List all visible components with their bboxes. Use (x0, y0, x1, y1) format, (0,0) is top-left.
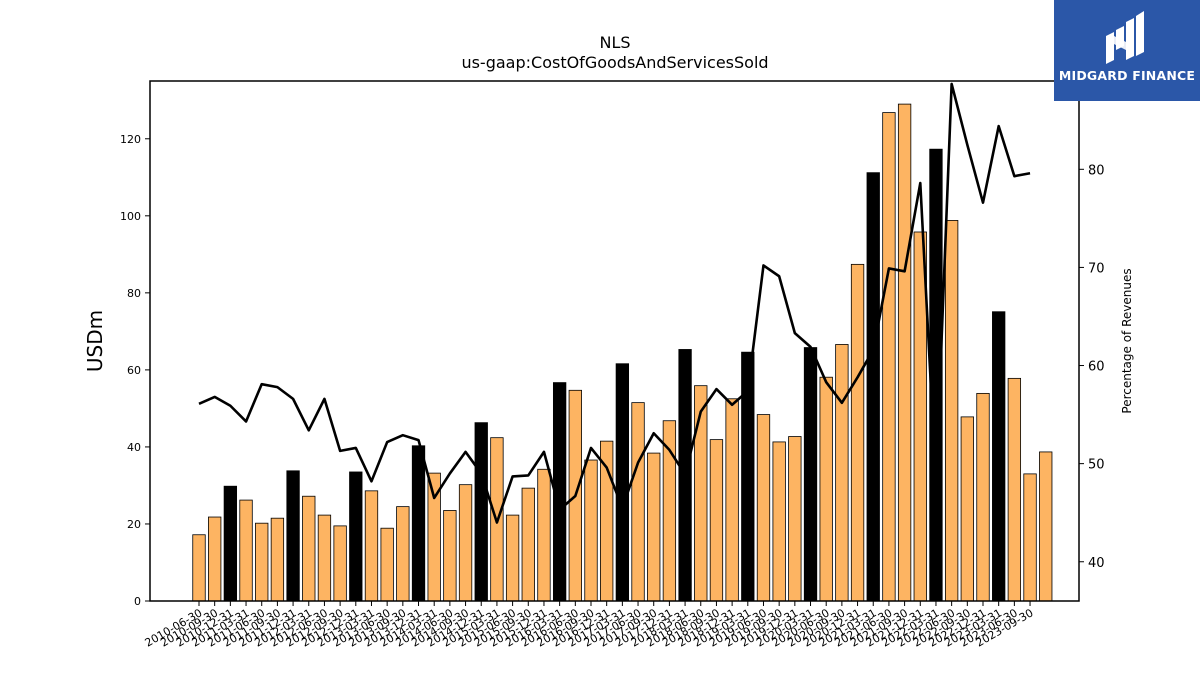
bar-2019-06-30 (756, 414, 771, 602)
bars-layer (192, 103, 1053, 602)
bar-2011-03-31 (239, 499, 253, 602)
y2-tick-label: 70 (1088, 261, 1105, 276)
brand-logo: MIDGARD FINANCE (1054, 0, 1200, 101)
bar-2015-09-30 (521, 487, 535, 602)
brand-name: MIDGARD FINANCE (1058, 68, 1196, 83)
bar-2015-06-30 (505, 514, 520, 602)
bar-2022-09-30 (960, 416, 974, 602)
y-tick-label: 20 (127, 518, 141, 531)
chart-subtitle: us-gaap:CostOfGoodsAndServicesSold (461, 53, 768, 72)
plot-frame (149, 80, 1080, 602)
bar-extra (1039, 451, 1053, 602)
y2-tick-label: 40 (1088, 556, 1105, 571)
bar-2023-06-30 (1007, 377, 1022, 602)
bar-2022-12-31 (976, 392, 990, 602)
bar-2010-09-30 (208, 516, 222, 602)
bar-2020-12-31 (850, 263, 865, 602)
bar-2012-12-31 (349, 471, 363, 602)
midgard-m-icon (1106, 11, 1144, 64)
bar-2014-09-30 (458, 484, 473, 602)
bar-2014-12-31 (474, 422, 488, 602)
y2-tick-label: 80 (1088, 163, 1105, 178)
bar-2017-03-31 (615, 363, 630, 602)
bar-2017-12-31 (662, 420, 677, 602)
bar-2017-09-30 (647, 452, 661, 602)
bar-2023-09-30 (1023, 473, 1037, 602)
y-tick-label: 120 (120, 133, 141, 146)
bar-2012-09-30 (333, 525, 347, 602)
bar-2020-06-30 (819, 376, 833, 602)
y-tick-label: 60 (127, 364, 141, 377)
bar-2018-06-30 (694, 385, 708, 602)
bar-2020-09-30 (835, 344, 849, 602)
bar-2021-06-30 (882, 112, 896, 602)
bar-2019-09-30 (772, 441, 786, 602)
percentage-line (198, 82, 1031, 524)
bar-2011-06-30 (255, 522, 269, 602)
y2-tick-label: 50 (1088, 458, 1105, 473)
bar-2011-09-30 (270, 517, 285, 602)
bar-2021-09-30 (897, 103, 912, 602)
y-tick-label: 0 (134, 595, 141, 608)
bar-2018-12-31 (725, 398, 739, 602)
bar-2020-03-31 (803, 347, 818, 602)
y-tick-label: 80 (127, 287, 141, 300)
chart-title: NLS (599, 33, 630, 52)
bar-2011-12-31 (286, 470, 300, 602)
bar-2010-12-31 (223, 485, 238, 602)
bar-2023-03-31 (992, 311, 1006, 602)
bar-2016-09-30 (584, 459, 598, 602)
bar-2010-06-30 (192, 534, 206, 602)
bar-2018-09-30 (709, 439, 724, 602)
bar-2016-12-31 (600, 440, 614, 602)
y2-tick-label: 60 (1088, 360, 1105, 375)
bar-2013-06-30 (380, 527, 394, 602)
bar-2013-03-31 (364, 490, 379, 602)
bar-2019-12-31 (788, 436, 802, 602)
y2-axis-label: Percentage of Revenues (1120, 268, 1134, 413)
bar-2012-03-31 (302, 495, 316, 602)
bar-2015-12-31 (537, 468, 551, 602)
bar-2013-09-30 (396, 506, 410, 602)
bar-2013-12-31 (411, 445, 426, 602)
y-tick-label: 40 (127, 441, 141, 454)
bar-2012-06-30 (317, 514, 332, 602)
bar-2017-06-30 (631, 402, 645, 602)
y-axis-label: USDm (83, 310, 107, 372)
bar-2022-06-30 (944, 220, 959, 602)
bar-2014-06-30 (443, 510, 457, 602)
y-tick-label: 100 (120, 210, 141, 223)
bar-2021-03-31 (866, 172, 880, 602)
axis-layer: 02040608010012040506070802010-06-302010-… (120, 133, 1105, 650)
line-layer (198, 82, 1031, 524)
